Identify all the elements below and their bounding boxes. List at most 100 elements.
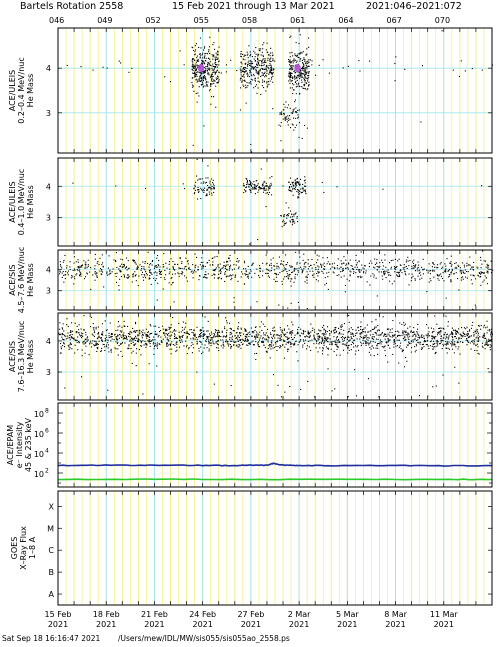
data-point	[90, 340, 92, 342]
data-point	[245, 177, 247, 179]
data-point	[255, 185, 257, 187]
data-point	[268, 194, 270, 196]
data-point	[142, 333, 144, 335]
data-point	[210, 187, 212, 189]
data-point	[216, 54, 218, 56]
data-point	[164, 269, 166, 271]
data-point	[59, 352, 61, 354]
data-point	[219, 269, 221, 271]
data-point	[207, 336, 209, 338]
data-point	[108, 335, 110, 337]
data-point	[282, 270, 284, 272]
data-point	[208, 259, 210, 261]
data-point	[316, 342, 318, 344]
data-point	[228, 257, 230, 259]
data-point	[469, 335, 471, 337]
data-point	[225, 64, 227, 66]
data-point	[195, 69, 197, 71]
data-point	[437, 275, 439, 277]
data-point	[287, 337, 289, 339]
data-point	[309, 332, 311, 334]
data-point	[264, 60, 266, 62]
data-point	[437, 267, 439, 269]
data-point	[365, 272, 367, 274]
data-point	[198, 53, 200, 55]
data-point	[231, 269, 233, 271]
data-point	[300, 72, 302, 74]
data-point	[163, 253, 165, 255]
data-point	[205, 79, 207, 81]
data-point	[226, 268, 228, 270]
data-point	[112, 268, 114, 270]
data-point	[269, 332, 271, 334]
data-point	[340, 266, 342, 268]
data-point	[470, 335, 472, 337]
data-point	[210, 188, 212, 190]
data-point	[399, 264, 401, 266]
data-point	[394, 268, 396, 270]
data-point	[95, 273, 97, 275]
data-point	[373, 347, 375, 349]
data-point	[297, 197, 299, 199]
data-point	[208, 69, 210, 71]
data-point	[295, 212, 297, 214]
data-point	[299, 52, 301, 54]
data-point	[192, 61, 194, 63]
data-point	[201, 72, 203, 74]
data-point	[150, 283, 152, 285]
data-point	[283, 214, 285, 216]
data-point	[276, 341, 278, 343]
data-point	[402, 267, 404, 269]
data-point	[289, 60, 291, 62]
data-point	[452, 336, 454, 338]
data-point	[168, 328, 170, 330]
data-point	[298, 72, 300, 74]
data-point	[338, 333, 340, 335]
data-point	[410, 280, 412, 282]
data-point	[256, 336, 258, 338]
data-point	[353, 272, 355, 274]
data-point	[381, 341, 383, 343]
data-point	[477, 334, 479, 336]
data-point	[279, 272, 281, 274]
data-point	[350, 265, 352, 267]
data-point	[299, 75, 301, 77]
data-point	[194, 253, 196, 255]
data-point	[297, 329, 299, 331]
data-point	[154, 265, 156, 267]
data-point	[202, 72, 204, 74]
data-point	[271, 69, 273, 71]
dense-core-point	[294, 63, 301, 73]
data-point	[460, 60, 462, 62]
data-point	[244, 340, 246, 342]
data-point	[338, 274, 340, 276]
data-point	[290, 266, 292, 268]
data-point	[309, 270, 311, 272]
data-point	[263, 189, 265, 191]
data-point	[168, 340, 170, 342]
data-point	[490, 339, 492, 341]
data-point	[216, 82, 218, 84]
data-point	[343, 339, 345, 341]
data-point	[107, 347, 109, 349]
data-point	[187, 263, 189, 265]
data-point	[457, 332, 459, 334]
data-point	[289, 72, 291, 74]
data-point	[239, 332, 241, 334]
data-point	[134, 339, 136, 341]
data-point	[283, 216, 285, 218]
data-point	[120, 350, 122, 352]
data-point	[427, 270, 429, 272]
data-point	[438, 328, 440, 330]
data-point	[192, 264, 194, 266]
data-point	[183, 328, 185, 330]
data-point	[119, 270, 121, 272]
data-point	[303, 84, 305, 86]
data-point	[480, 284, 482, 286]
data-point	[251, 264, 253, 266]
data-point	[294, 273, 296, 275]
data-point	[414, 351, 416, 353]
data-point	[301, 268, 303, 270]
data-point	[83, 329, 85, 331]
data-point	[306, 89, 308, 91]
